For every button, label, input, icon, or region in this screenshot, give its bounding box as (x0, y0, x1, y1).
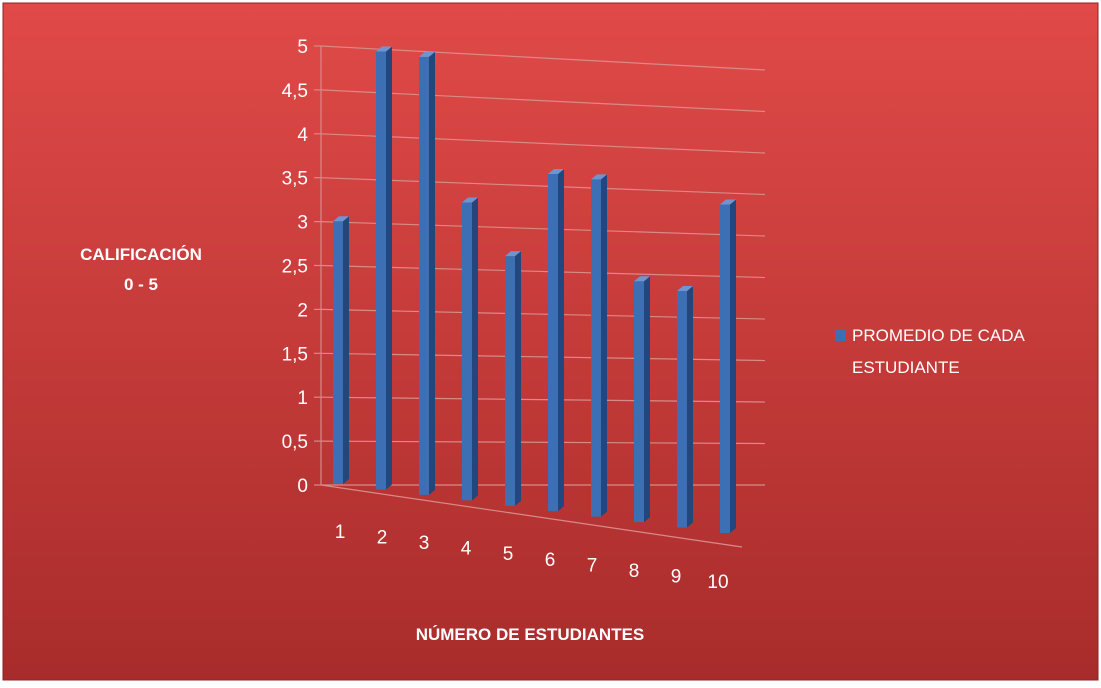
x-tick-label: 9 (671, 566, 682, 587)
legend-swatch (835, 330, 846, 341)
bar (333, 221, 343, 484)
gridline (320, 264, 766, 279)
x-tick-label: 7 (587, 555, 598, 576)
bar (677, 291, 687, 528)
x-tick-labels: 1 2 3 4 5 6 7 8 9 10 (335, 522, 729, 593)
bar (634, 281, 644, 523)
gridline (320, 133, 766, 154)
y-tick-label: 5 (297, 37, 308, 58)
bar-side (558, 168, 564, 512)
axis-floor-line (320, 484, 743, 548)
gridline (320, 89, 766, 113)
bar-side (515, 251, 521, 506)
bar (548, 173, 558, 512)
y-tick-label: 3,5 (282, 169, 308, 190)
bar (720, 204, 730, 533)
x-tick-label: 8 (629, 561, 640, 582)
y-tick-label: 3 (297, 213, 308, 234)
bar (462, 202, 472, 501)
y-tick-label: 2,5 (282, 257, 308, 278)
x-axis-label: NÚMERO DE ESTUDIANTES (416, 625, 645, 644)
bar-top (720, 199, 736, 205)
y-tick-label: 4,5 (282, 81, 308, 102)
x-tick-label: 5 (503, 544, 514, 565)
x-tick-label: 10 (707, 572, 728, 593)
y-tick-label: 1 (297, 388, 308, 409)
bar-side (644, 276, 650, 523)
y-tick-label: 2 (297, 300, 308, 321)
y-tick-label: 0,5 (282, 432, 308, 453)
bar-top (548, 168, 564, 174)
gridline (320, 177, 766, 196)
bar-side (429, 51, 435, 495)
y-tick-labels: 0 0,5 1 1,5 2 2,5 3 3,5 4 4,5 5 (282, 37, 309, 497)
bar-top (591, 174, 607, 180)
bar (505, 256, 515, 506)
x-tick-label: 2 (377, 528, 388, 549)
gridline (320, 45, 766, 71)
bar-top (634, 276, 650, 282)
bar-side (343, 216, 349, 484)
bar-top (333, 216, 349, 222)
legend: PROMEDIO DE CADA ESTUDIANTE (835, 326, 1026, 377)
legend-label-line-2: ESTUDIANTE (852, 358, 960, 377)
bar-top (462, 197, 478, 203)
bar (591, 179, 601, 517)
bar-side (472, 197, 478, 501)
y-tick-label: 1,5 (282, 344, 308, 365)
y-tick-label: 4 (297, 125, 308, 146)
bar-top (677, 286, 693, 292)
bar-top (376, 46, 392, 52)
bar-top (419, 51, 435, 57)
bar-top (505, 251, 521, 257)
bar-side (730, 199, 736, 533)
bar (419, 56, 429, 495)
bar (376, 51, 386, 490)
legend-label-line-1: PROMEDIO DE CADA (852, 326, 1026, 345)
gridline (320, 221, 766, 237)
x-tick-label: 6 (545, 550, 556, 571)
bars (333, 46, 736, 533)
bar-side (386, 46, 392, 490)
y-axis-label-line-2: 0 - 5 (124, 275, 158, 294)
y-axis-label-line-1: CALIFICACIÓN (80, 245, 202, 264)
bar-side (687, 286, 693, 528)
bar-side (601, 174, 607, 517)
x-tick-label: 1 (335, 522, 346, 543)
y-tick-label: 0 (297, 476, 308, 497)
x-tick-label: 3 (419, 533, 430, 554)
x-tick-label: 4 (461, 539, 472, 560)
